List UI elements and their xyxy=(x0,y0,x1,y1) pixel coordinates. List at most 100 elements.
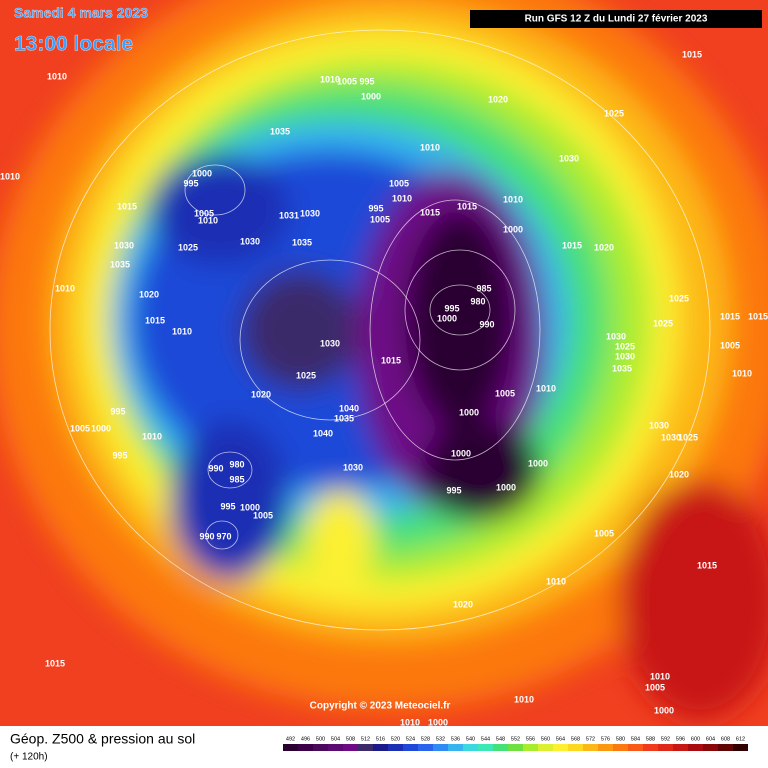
run-box xyxy=(470,10,762,28)
isobar-label: 1000 xyxy=(451,448,471,458)
colorbar-swatch xyxy=(718,744,733,751)
colorbar-swatch xyxy=(433,744,448,751)
isobar-label: 1015 xyxy=(117,201,137,211)
colorbar-label: 612 xyxy=(736,736,745,742)
colorbar-swatch xyxy=(553,744,568,751)
isobar-label: 1015 xyxy=(420,207,440,217)
isobar-label: 1005 xyxy=(253,510,273,520)
isobar-label: 1000 xyxy=(459,407,479,417)
isobar-label: 1015 xyxy=(45,658,65,668)
isobar-label: 1010 xyxy=(172,326,192,336)
isobar-label: 1025 xyxy=(604,108,624,118)
isobar-label: 995 xyxy=(359,76,374,86)
colorbar-label: 508 xyxy=(346,736,355,742)
isobar-label: 985 xyxy=(229,474,244,484)
colorbar-swatch xyxy=(388,744,403,751)
colorbar-label: 532 xyxy=(436,736,445,742)
colorbar-label: 588 xyxy=(646,736,655,742)
footer-subtitle: (+ 120h) xyxy=(10,752,48,763)
isobar-label: 1035 xyxy=(334,413,354,423)
isobar-label: 1030 xyxy=(114,240,134,250)
isobar-label: 1000 xyxy=(91,423,111,433)
isobar-label: 1030 xyxy=(343,462,363,472)
isobar-label: 970 xyxy=(216,531,231,541)
isobar-label: 985 xyxy=(476,283,491,293)
colorbar-label: 548 xyxy=(496,736,505,742)
isobar-label: 1020 xyxy=(139,289,159,299)
colorbar-label: 520 xyxy=(391,736,400,742)
colorbar-swatch xyxy=(478,744,493,751)
isobar-label: 1000 xyxy=(528,458,548,468)
isobar-label: 1035 xyxy=(612,363,632,373)
colorbar-swatch xyxy=(628,744,643,751)
isobar-label: 1005 xyxy=(495,388,515,398)
colorbar-swatch xyxy=(538,744,553,751)
colorbar-label: 540 xyxy=(466,736,475,742)
isobar-label: 1000 xyxy=(240,502,260,512)
colorbar-swatch xyxy=(568,744,583,751)
colorbar-swatch xyxy=(298,744,313,751)
colorbar-swatch xyxy=(373,744,388,751)
isobar-label: 1010 xyxy=(320,74,340,84)
colorbar-swatch xyxy=(583,744,598,751)
isobar-label: 980 xyxy=(470,296,485,306)
isobar-label: 1025 xyxy=(678,432,698,442)
isobar-label: 995 xyxy=(446,485,461,495)
isobar-label: 1010 xyxy=(47,71,67,81)
isobar-label: 1015 xyxy=(457,201,477,211)
colorbar-label: 608 xyxy=(721,736,730,742)
isobar-label: 995 xyxy=(444,303,459,313)
isobar-label: 1005 xyxy=(370,214,390,224)
isobar-label: 1005 xyxy=(720,340,740,350)
height-field xyxy=(0,0,768,720)
colorbar-swatch xyxy=(313,744,328,751)
isobar-label: 1005 xyxy=(194,208,214,218)
colorbar-label: 524 xyxy=(406,736,415,742)
isobar-label: 1025 xyxy=(296,370,316,380)
isobar-label: 1030 xyxy=(300,208,320,218)
isobar-label: 1030 xyxy=(615,351,635,361)
isobar-label: 1020 xyxy=(594,242,614,252)
isobar-label: 1010 xyxy=(650,671,670,681)
isobars xyxy=(49,29,711,631)
isobar-label: 1000 xyxy=(361,91,381,101)
isobar-label: 980 xyxy=(229,459,244,469)
colorbar-label: 572 xyxy=(586,736,595,742)
isobar-label: 1000 xyxy=(503,224,523,234)
isobar-label: 1010 xyxy=(198,215,218,225)
isobar-label: 1005 xyxy=(594,528,614,538)
colorbar-label: 492 xyxy=(286,736,295,742)
colorbar-swatch xyxy=(598,744,613,751)
isobar-label: 1000 xyxy=(496,482,516,492)
colorbar-swatch xyxy=(523,744,538,751)
colorbar-label: 580 xyxy=(616,736,625,742)
colorbar-label: 504 xyxy=(331,736,340,742)
isobar-label: 1020 xyxy=(251,389,271,399)
isobar-label: 1015 xyxy=(562,240,582,250)
colorbar-swatch xyxy=(493,744,508,751)
isobar-label: 1000 xyxy=(437,313,457,323)
footer-title: Géop. Z500 & pression au sol xyxy=(10,731,195,747)
isobar-label: 1005 xyxy=(337,76,357,86)
isobar-label: 1030 xyxy=(240,236,260,246)
colorbar-label: 584 xyxy=(631,736,640,742)
colorbar-label: 528 xyxy=(421,736,430,742)
isobar-label: 1010 xyxy=(420,142,440,152)
run-label: Run GFS 12 Z du Lundi 27 février 2023 xyxy=(525,14,708,25)
isobar-label: 1030 xyxy=(320,338,340,348)
colorbar-swatch xyxy=(673,744,688,751)
isobar-label: 990 xyxy=(208,463,223,473)
colorbar-label: 536 xyxy=(451,736,460,742)
isobar-label: 1010 xyxy=(503,194,523,204)
colorbar-swatch xyxy=(343,744,358,751)
colorbar-label: 564 xyxy=(556,736,565,742)
isobar-label: 1005 xyxy=(389,178,409,188)
colorbar-label: 560 xyxy=(541,736,550,742)
isobar-label: 1025 xyxy=(178,242,198,252)
colorbar-swatch xyxy=(448,744,463,751)
isobar-label: 1030 xyxy=(606,331,626,341)
colorbar-swatch xyxy=(418,744,433,751)
isobar-label: 1010 xyxy=(400,717,420,727)
isobar-label: 990 xyxy=(479,319,494,329)
colorbar-label: 552 xyxy=(511,736,520,742)
